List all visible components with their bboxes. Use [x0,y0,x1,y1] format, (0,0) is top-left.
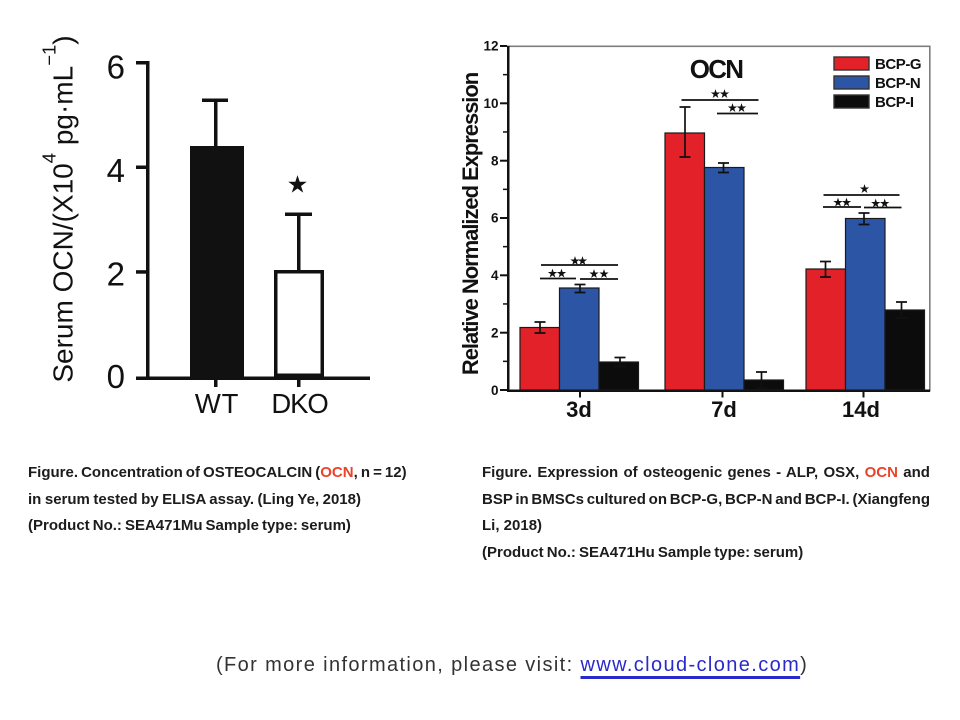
svg-text:8: 8 [491,153,499,168]
svg-text:0: 0 [491,383,499,398]
svg-text:4: 4 [107,152,125,189]
svg-text:OCN: OCN [690,54,743,84]
svg-text:Serum OCN/(X104 pg·mL−1): Serum OCN/(X104 pg·mL−1) [39,35,79,382]
svg-text:2: 2 [491,325,499,340]
svg-text:0: 0 [107,358,125,395]
svg-text:BCP-I: BCP-I [875,94,914,111]
svg-text:DKO: DKO [271,388,328,419]
svg-text:10: 10 [483,96,498,111]
svg-text:6: 6 [491,211,499,226]
svg-text:2: 2 [107,256,125,293]
svg-text:WT: WT [195,388,239,419]
svg-text:12: 12 [483,39,498,54]
svg-text:BCP-N: BCP-N [875,75,920,92]
svg-text:7d: 7d [711,397,737,422]
svg-text:BCP-G: BCP-G [875,56,921,73]
svg-text:Relative Normalized Expression: Relative Normalized Expression [458,72,483,375]
svg-text:14d: 14d [842,397,880,422]
svg-text:6: 6 [107,49,125,86]
svg-text:3d: 3d [566,397,592,422]
svg-text:4: 4 [491,268,499,283]
